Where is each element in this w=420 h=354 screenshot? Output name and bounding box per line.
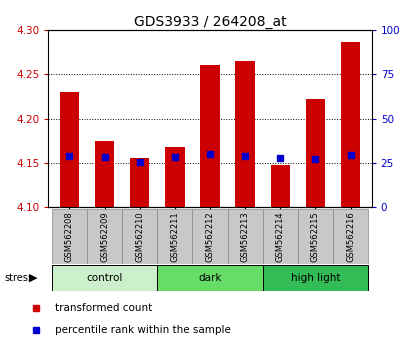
Text: ▶: ▶ <box>29 273 37 283</box>
Bar <box>157 209 192 264</box>
Text: GSM562213: GSM562213 <box>241 211 249 262</box>
Text: high light: high light <box>291 273 340 283</box>
Text: stress: stress <box>4 273 33 283</box>
Bar <box>263 265 368 291</box>
Text: dark: dark <box>198 273 222 283</box>
Text: GSM562214: GSM562214 <box>276 211 285 262</box>
Bar <box>192 209 228 264</box>
Text: control: control <box>87 273 123 283</box>
Text: GSM562212: GSM562212 <box>205 211 215 262</box>
Bar <box>200 65 220 207</box>
Text: GSM562215: GSM562215 <box>311 211 320 262</box>
Title: GDS3933 / 264208_at: GDS3933 / 264208_at <box>134 15 286 29</box>
Text: GSM562210: GSM562210 <box>135 211 144 262</box>
Bar <box>236 61 255 207</box>
Bar <box>270 165 290 207</box>
Bar <box>130 158 150 207</box>
Bar <box>341 42 360 207</box>
Bar <box>52 265 157 291</box>
Bar <box>165 147 184 207</box>
Bar <box>228 209 263 264</box>
Bar <box>95 141 114 207</box>
Text: GSM562209: GSM562209 <box>100 211 109 262</box>
Text: GSM562211: GSM562211 <box>171 211 179 262</box>
Bar <box>52 209 87 264</box>
Bar <box>122 209 157 264</box>
Bar <box>60 92 79 207</box>
Text: transformed count: transformed count <box>55 303 152 313</box>
Bar <box>263 209 298 264</box>
Text: percentile rank within the sample: percentile rank within the sample <box>55 325 231 335</box>
Text: GSM562208: GSM562208 <box>65 211 74 262</box>
Bar <box>157 265 263 291</box>
Bar <box>298 209 333 264</box>
Bar <box>87 209 122 264</box>
Bar <box>306 99 325 207</box>
Bar <box>333 209 368 264</box>
Text: GSM562216: GSM562216 <box>346 211 355 262</box>
